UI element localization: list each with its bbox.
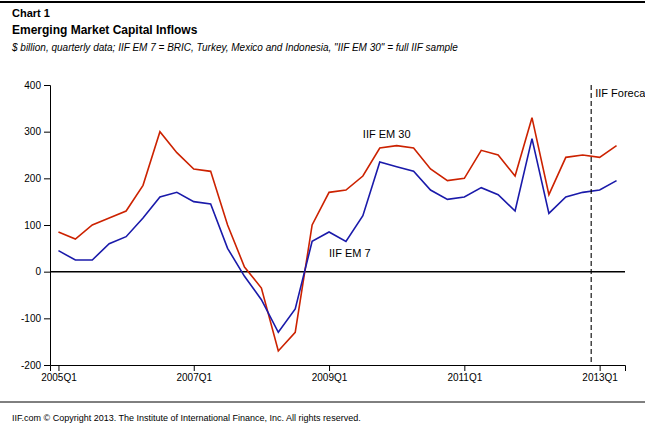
- y-tick-mark: [44, 132, 50, 133]
- x-tick-mark: [464, 365, 465, 371]
- y-tick: 400: [24, 80, 50, 91]
- title: Chart 1: [12, 7, 50, 19]
- series-label: IIF EM 30: [363, 128, 411, 140]
- y-tick-label: -100: [21, 313, 41, 324]
- series-line: [58, 139, 616, 333]
- x-tick-label: 2007Q1: [176, 372, 212, 383]
- y-tick: 200: [24, 173, 50, 184]
- plot: -200-10001002003004002005Q12007Q12009Q12…: [21, 80, 645, 383]
- chart: Chart 1 Emerging Market Capital Inflows $ …: [0, 0, 645, 432]
- title: Emerging Market Capital Inflows: [12, 23, 198, 37]
- marks: [50, 85, 625, 365]
- y-tick: 300: [24, 126, 50, 137]
- x-tick: 2005Q1: [41, 365, 77, 383]
- y-tick: -100: [21, 313, 50, 324]
- y-tick-mark: [44, 178, 50, 179]
- top-border: [0, 1, 645, 3]
- x-tick-label: 2011Q1: [447, 372, 482, 383]
- y-tick-label: 300: [24, 126, 41, 137]
- subtitle: $ billion, quarterly data; IIF EM 7 = BR…: [11, 42, 458, 53]
- y-tick-label: 0: [35, 266, 41, 277]
- y-tick-label: 100: [24, 220, 41, 231]
- y-tick-mark: [44, 85, 50, 86]
- x-tick: 2009Q1: [312, 365, 348, 383]
- y-tick-label: 200: [24, 173, 41, 184]
- footer: IIF.com © Copyright 2013. The Institute …: [12, 413, 361, 423]
- series-line: [58, 118, 616, 351]
- y-axis: -200 -100 0 100 200 300 400: [21, 80, 51, 371]
- series-label: IIF EM 7: [329, 247, 371, 259]
- x-tick-label: 2009Q1: [312, 372, 348, 383]
- y-tick-label: -200: [21, 360, 41, 371]
- x-tick-mark: [58, 365, 59, 371]
- y-tick: 100: [24, 220, 50, 231]
- y-tick-mark: [44, 225, 50, 226]
- x-tick-mark: [600, 365, 601, 371]
- x-tick-label: 2005Q1: [41, 372, 77, 383]
- x-tick-mark: [329, 365, 330, 371]
- x-tick-label: 2013Q1: [582, 372, 618, 383]
- y-tick-mark: [44, 318, 50, 319]
- forecast-line: [591, 85, 592, 365]
- forecast-label: IIF Forecast: [595, 87, 645, 99]
- y-axis-line: [44, 86, 51, 366]
- x-tick: 2011Q1: [447, 365, 482, 383]
- x-tick: 2013Q1: [582, 365, 618, 383]
- y-tick-mark: [44, 365, 50, 366]
- x-axis-line: [51, 366, 626, 372]
- y-tick-mark: [44, 272, 50, 273]
- y-tick: -200: [21, 360, 50, 371]
- x-axis: 2005Q1 2007Q1 2009Q1 2011Q1 2013Q1: [41, 365, 625, 383]
- y-tick: 0: [35, 266, 50, 277]
- x-tick-mark: [194, 365, 195, 371]
- x-tick: 2007Q1: [176, 365, 212, 383]
- zero-line: [50, 271, 625, 273]
- y-tick-label: 400: [24, 80, 41, 91]
- footer-rule: [0, 402, 645, 403]
